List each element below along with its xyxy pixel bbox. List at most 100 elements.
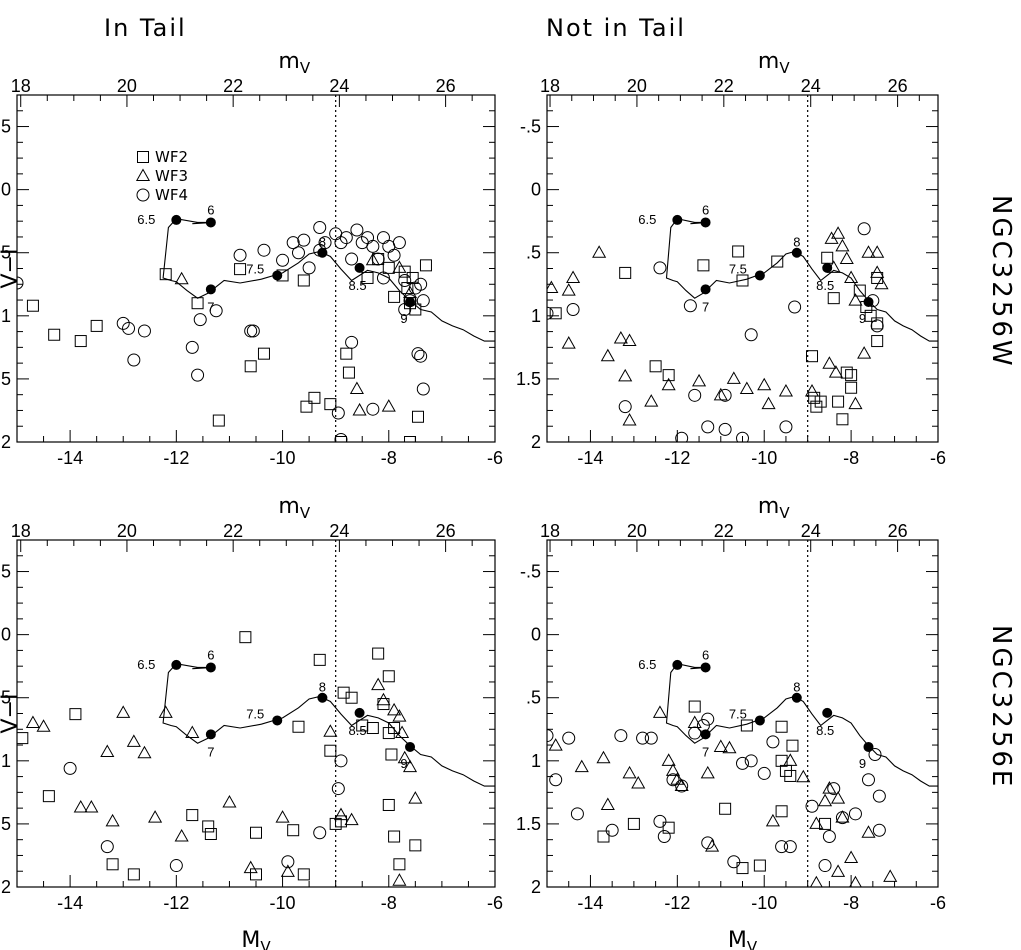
track-age-label: 7.5 <box>246 706 264 721</box>
y-tick-label: 1.5 <box>0 814 11 834</box>
square-point <box>649 360 662 373</box>
circle-point <box>683 299 697 313</box>
x-tick-label: -14 <box>577 448 603 468</box>
square-point <box>786 739 799 752</box>
square-point <box>74 335 87 348</box>
triangle-point <box>817 793 833 807</box>
y-tick-label: -.5 <box>0 117 11 137</box>
x2-tick-label: 22 <box>223 76 243 96</box>
x2-tick-label: 20 <box>627 521 647 541</box>
triangle-point <box>844 850 859 863</box>
square-point <box>845 369 858 382</box>
circle-point <box>233 248 247 262</box>
circle-point <box>605 823 619 837</box>
track-age-label: 8 <box>319 235 326 250</box>
data-layer: 6.5 6 7 7.5 8 8.5 9 <box>17 202 495 442</box>
circle-point <box>872 823 886 837</box>
triangle-point <box>848 293 863 306</box>
square-point <box>204 828 217 841</box>
track-age-point <box>205 729 216 740</box>
track-age-label: 7.5 <box>729 706 747 721</box>
square-point <box>864 309 877 322</box>
circle-point <box>257 243 271 257</box>
track-age-point <box>822 262 833 273</box>
square-point <box>740 719 753 732</box>
circle-point <box>376 271 390 285</box>
square-point <box>382 261 395 274</box>
circle-point <box>387 248 401 262</box>
evolution-track <box>162 663 495 787</box>
y-tick-label: 1 <box>531 751 541 771</box>
triangle-point <box>661 377 676 391</box>
circle-point <box>313 826 327 840</box>
x-tick-label: -10 <box>270 893 296 913</box>
track-age-point <box>171 214 182 225</box>
x-tick-label: -6 <box>487 448 503 468</box>
square-point <box>202 820 215 833</box>
triangle-point <box>148 810 163 823</box>
square-point <box>549 307 562 320</box>
track-age-label: 6.5 <box>137 212 155 227</box>
triangle-point <box>323 724 338 737</box>
track-age-point <box>863 296 874 307</box>
triangle-point <box>622 765 637 779</box>
circle-point <box>614 729 628 743</box>
x-tick-label: -10 <box>270 448 296 468</box>
x2-tick-label: 22 <box>714 76 734 96</box>
panel-2: -14 -12 -10 -8 -618 20 22 24 26-.50.511.52mV6.56… <box>516 49 946 468</box>
triangle-point <box>739 381 754 395</box>
x-tick-label: -6 <box>930 448 946 468</box>
y-tick-label: .5 <box>0 688 11 708</box>
x2-axis-title: mV <box>278 49 310 77</box>
circle-point <box>675 431 689 442</box>
circle-point <box>688 726 702 740</box>
circle-point <box>744 328 758 342</box>
circle-point <box>246 324 260 338</box>
circle-point <box>618 400 632 414</box>
circle-point <box>718 388 732 402</box>
square-point <box>287 824 300 837</box>
circle-point <box>286 236 300 250</box>
evolution-track <box>162 218 495 342</box>
square-point <box>771 255 784 268</box>
triangle-point <box>828 365 843 378</box>
square-point <box>345 691 358 704</box>
y-tick-label: 1 <box>1 306 11 326</box>
triangle-point <box>592 245 607 258</box>
square-point <box>775 754 788 767</box>
triangle-point <box>631 776 646 789</box>
track-age-label: 9 <box>859 311 866 326</box>
track-age-point <box>171 659 182 670</box>
triangle-point <box>822 356 837 369</box>
triangle-point <box>874 276 889 290</box>
circle-point <box>701 420 715 434</box>
circle-point <box>547 306 554 320</box>
data-layer: 6.5 6 7 7.5 8 8.5 9 <box>547 647 938 887</box>
triangle-point <box>561 283 576 296</box>
track-age-label: 6 <box>207 647 214 662</box>
square-point <box>411 410 424 423</box>
square-point <box>250 826 262 839</box>
track-age-point <box>405 741 416 752</box>
circle-point <box>870 319 884 333</box>
y-tick-label: -.5 <box>520 117 541 137</box>
square-point <box>871 335 884 348</box>
triangle-point <box>870 245 885 258</box>
track-age-point <box>754 715 765 726</box>
triangle-point <box>376 692 391 706</box>
circle-point <box>653 814 667 828</box>
x-tick-label: -8 <box>843 448 859 468</box>
triangle-point <box>174 271 189 285</box>
triangle-point <box>137 745 152 759</box>
circle-point <box>727 855 741 869</box>
square-point <box>90 319 103 332</box>
square-point <box>42 790 55 803</box>
x-tick-label: -14 <box>57 893 83 913</box>
circle-point <box>17 276 24 290</box>
circle-point <box>566 303 580 317</box>
triangle-point <box>561 336 576 349</box>
y-tick-label: .5 <box>526 688 541 708</box>
track-age-point <box>272 270 283 281</box>
circle-point <box>191 368 205 382</box>
triangle-point <box>600 797 615 810</box>
